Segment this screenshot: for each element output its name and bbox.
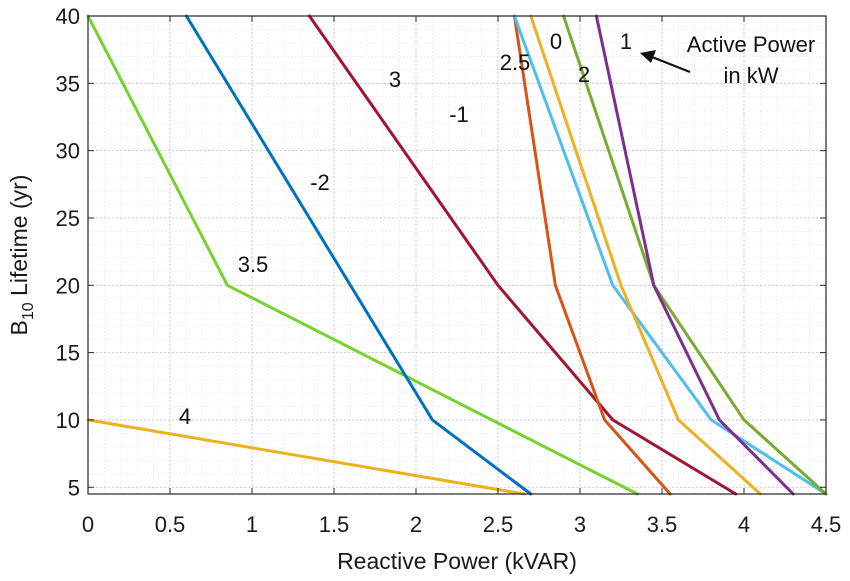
- x-tick-label: 4: [738, 512, 750, 537]
- series-line: [86, 418, 526, 496]
- x-tick-label: 3: [574, 512, 586, 537]
- series-line: [594, 14, 795, 496]
- series-label: 3: [389, 67, 401, 92]
- series-label: -1: [449, 102, 469, 127]
- series-label: -2: [310, 170, 330, 195]
- series-label: 0: [550, 29, 562, 54]
- series-labels: 4 3.5 -2 3 -1 2.5 02 1: [179, 29, 632, 429]
- annotation: Active Power in kW: [640, 32, 815, 88]
- x-tick-label: 0.5: [155, 512, 186, 537]
- series-line: [529, 14, 762, 496]
- y-tick-label: 20: [56, 273, 80, 298]
- series-line: [512, 14, 828, 496]
- x-tick-label: 1.5: [319, 512, 350, 537]
- series-line: [184, 14, 533, 496]
- series-label: 4: [179, 404, 191, 429]
- y-tick-label: 40: [56, 4, 80, 29]
- x-tick-label: 3.5: [647, 512, 678, 537]
- annotation-line1: Active Power: [687, 32, 815, 57]
- series-line: [307, 14, 738, 496]
- series-line: [562, 14, 828, 496]
- y-tick-label: 30: [56, 139, 80, 164]
- y-tick-label: 25: [56, 206, 80, 231]
- y-axis-label-main: B: [6, 320, 32, 335]
- x-tick-label: 1: [246, 512, 258, 537]
- series-label: 2.5: [500, 50, 531, 75]
- y-axis-label: B10 Lifetime (yr): [6, 175, 37, 336]
- y-tick-label: 35: [56, 71, 80, 96]
- series-line: [86, 14, 639, 496]
- series-lines: [86, 14, 828, 496]
- y-tick-label: 10: [56, 408, 80, 433]
- y-tick-label: 5: [68, 475, 80, 500]
- series-label: 2: [578, 62, 590, 87]
- series-label: 3.5: [238, 252, 269, 277]
- x-tick-label: 2: [410, 512, 422, 537]
- annotation-arrow-shaft: [651, 55, 691, 74]
- y-axis-label-sub: 10: [20, 302, 37, 320]
- x-axis-label: Reactive Power (kVAR): [337, 548, 577, 574]
- series-label: 1: [620, 29, 632, 54]
- plot-frame: [87, 15, 827, 495]
- x-tick-label: 2.5: [483, 512, 514, 537]
- x-tick-label: 4.5: [811, 512, 842, 537]
- annotation-arrow-head: [640, 50, 656, 63]
- y-tick-label: 15: [56, 341, 80, 366]
- x-tick-label: 0: [82, 512, 94, 537]
- annotation-line2: in kW: [724, 63, 779, 88]
- series-line: [512, 14, 672, 496]
- y-axis-label-rest: Lifetime (yr): [6, 175, 32, 303]
